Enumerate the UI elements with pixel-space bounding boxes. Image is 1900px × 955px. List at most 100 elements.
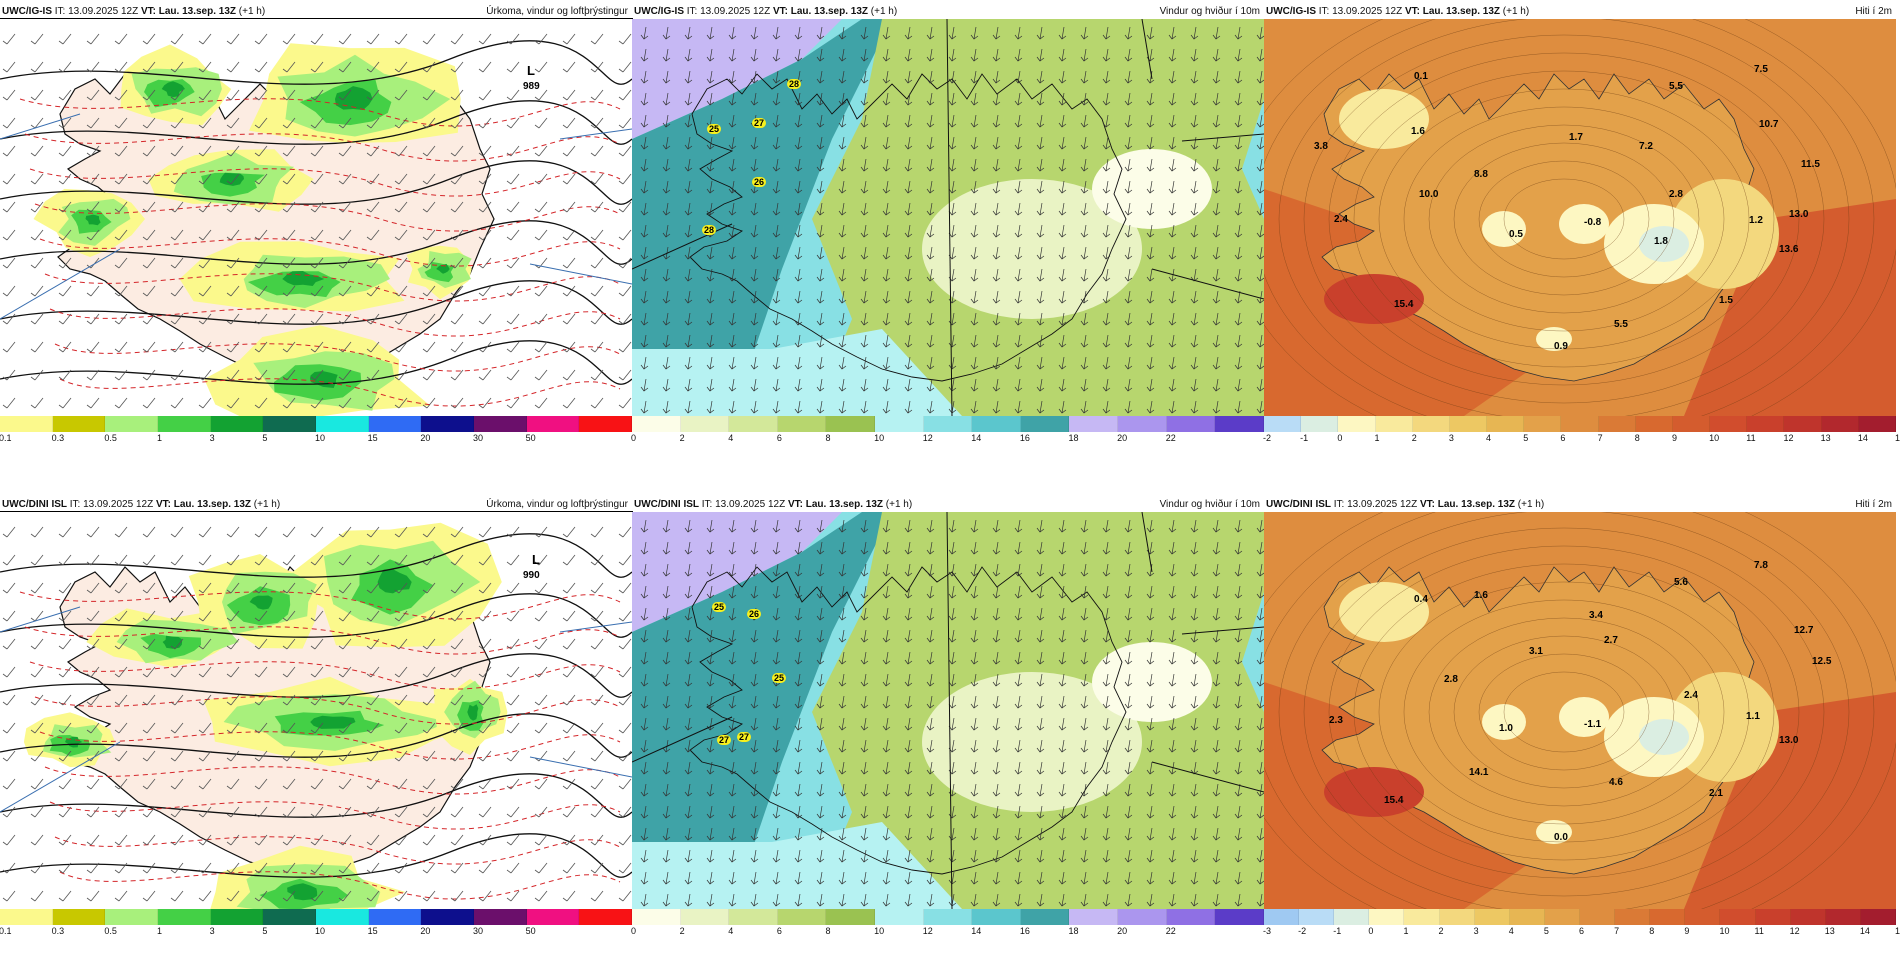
wind-barb xyxy=(370,582,380,594)
wind-barb-flag xyxy=(58,729,64,734)
wind-barb-flag xyxy=(422,589,428,594)
wind-arrow xyxy=(794,629,803,643)
wind-arrow xyxy=(728,695,737,709)
wind-barb xyxy=(314,61,324,73)
wind-barb-flag xyxy=(366,869,372,874)
wind-arrow xyxy=(1212,717,1221,731)
wind-barb-flag xyxy=(590,673,596,678)
wind-barb xyxy=(62,638,72,650)
wind-barb xyxy=(426,526,436,538)
wind-arrow xyxy=(1080,695,1089,709)
wind-barb-flag xyxy=(58,561,64,566)
wind-barb xyxy=(286,397,296,409)
precip-intense xyxy=(249,595,273,610)
wind-arrow xyxy=(1014,893,1023,907)
wind-arrow xyxy=(926,783,935,797)
wind-barb xyxy=(398,694,408,706)
wind-barb-flag xyxy=(114,533,120,538)
wind-barb xyxy=(34,229,44,241)
wind-barb-flag xyxy=(30,152,36,157)
wind-arrow xyxy=(1102,334,1111,348)
wind-barb xyxy=(622,638,632,650)
wind-barb-flag xyxy=(618,897,624,902)
wind-arrow xyxy=(1190,224,1199,238)
legend-ticks: 0 2 4 6 8 10 12 14 16 18 20 22 xyxy=(631,433,1264,445)
wind-barb xyxy=(566,33,576,45)
wind-arrow xyxy=(1014,673,1023,687)
wind-barb xyxy=(370,145,380,157)
wind-barb xyxy=(174,369,184,381)
wind-barb xyxy=(342,257,352,269)
wind-barb-flag xyxy=(254,841,260,846)
wind-arrow xyxy=(882,202,891,216)
wind-arrow xyxy=(926,202,935,216)
wind-arrow xyxy=(926,695,935,709)
wind-barb xyxy=(6,806,16,818)
wind-barb xyxy=(174,890,184,902)
wind-arrow xyxy=(1146,783,1155,797)
legend-tick: 1 xyxy=(1403,926,1409,936)
wind-arrow xyxy=(882,70,891,84)
wind-barb xyxy=(538,313,548,325)
wind-arrow xyxy=(860,70,869,84)
wind-barb-flag xyxy=(562,729,568,734)
wind-arrow xyxy=(1102,136,1111,150)
wind-barb-flag xyxy=(2,320,8,325)
myrdalsjokull-area xyxy=(1536,327,1572,351)
temperature-contours xyxy=(1264,19,1896,416)
wind-barb-flag xyxy=(422,152,428,157)
wind-barb xyxy=(342,750,352,762)
wind-arrow xyxy=(1146,739,1155,753)
wind-arrow xyxy=(640,378,649,392)
wind-arrow xyxy=(948,519,957,533)
wind-barb xyxy=(6,750,16,762)
wind-arrow xyxy=(860,893,869,907)
temperature-label: 14.1 xyxy=(1469,767,1489,778)
wind-arrow xyxy=(904,70,913,84)
legend-swatch xyxy=(263,909,317,925)
wind-barb xyxy=(398,117,408,129)
wind-arrow xyxy=(1212,136,1221,150)
wind-barb-flag xyxy=(590,757,596,762)
wind-barb-flag xyxy=(422,320,428,325)
wind-arrow xyxy=(1234,871,1243,885)
legend-bar xyxy=(632,909,1264,925)
wind-arrow xyxy=(860,312,869,326)
wind-arrow xyxy=(1256,695,1264,709)
wind-barb-flag xyxy=(562,897,568,902)
wind-arrow xyxy=(1036,849,1045,863)
wind-barb xyxy=(370,89,380,101)
wind-barb xyxy=(426,229,436,241)
wind-barb-flag xyxy=(590,841,596,846)
wind-barb xyxy=(230,694,240,706)
wind-arrow xyxy=(1234,783,1243,797)
init-time: IT: 13.09.2025 12Z xyxy=(69,499,154,510)
wind-arrow xyxy=(706,563,715,577)
wind-barb-flag xyxy=(478,701,484,706)
wind-barb-flag xyxy=(30,348,36,353)
wind-barb xyxy=(482,862,492,874)
wind-barb-flag xyxy=(422,236,428,241)
wind-arrow xyxy=(1058,827,1067,841)
wind-barb-flag xyxy=(478,813,484,818)
wind-arrow xyxy=(926,356,935,370)
coldest-area xyxy=(1639,719,1689,755)
legend-swatch xyxy=(729,909,778,925)
temperature-label: 3.8 xyxy=(1314,141,1328,152)
wind-arrows xyxy=(640,26,1264,414)
wind-arrow xyxy=(794,158,803,172)
wind-arrow xyxy=(1234,629,1243,643)
legend-swatch xyxy=(368,416,422,432)
wind-arrow xyxy=(838,563,847,577)
wind-barb-flag xyxy=(394,589,400,594)
wind-arrow xyxy=(882,673,891,687)
wind-barb xyxy=(454,638,464,650)
wind-barb xyxy=(118,666,128,678)
wind-barb xyxy=(482,229,492,241)
wind-barb-flag xyxy=(338,841,344,846)
wind-barb-flag xyxy=(58,897,64,902)
wind-arrow xyxy=(992,585,1001,599)
wind-barb xyxy=(34,89,44,101)
wind-arrow xyxy=(904,312,913,326)
wind-arrow xyxy=(882,26,891,40)
